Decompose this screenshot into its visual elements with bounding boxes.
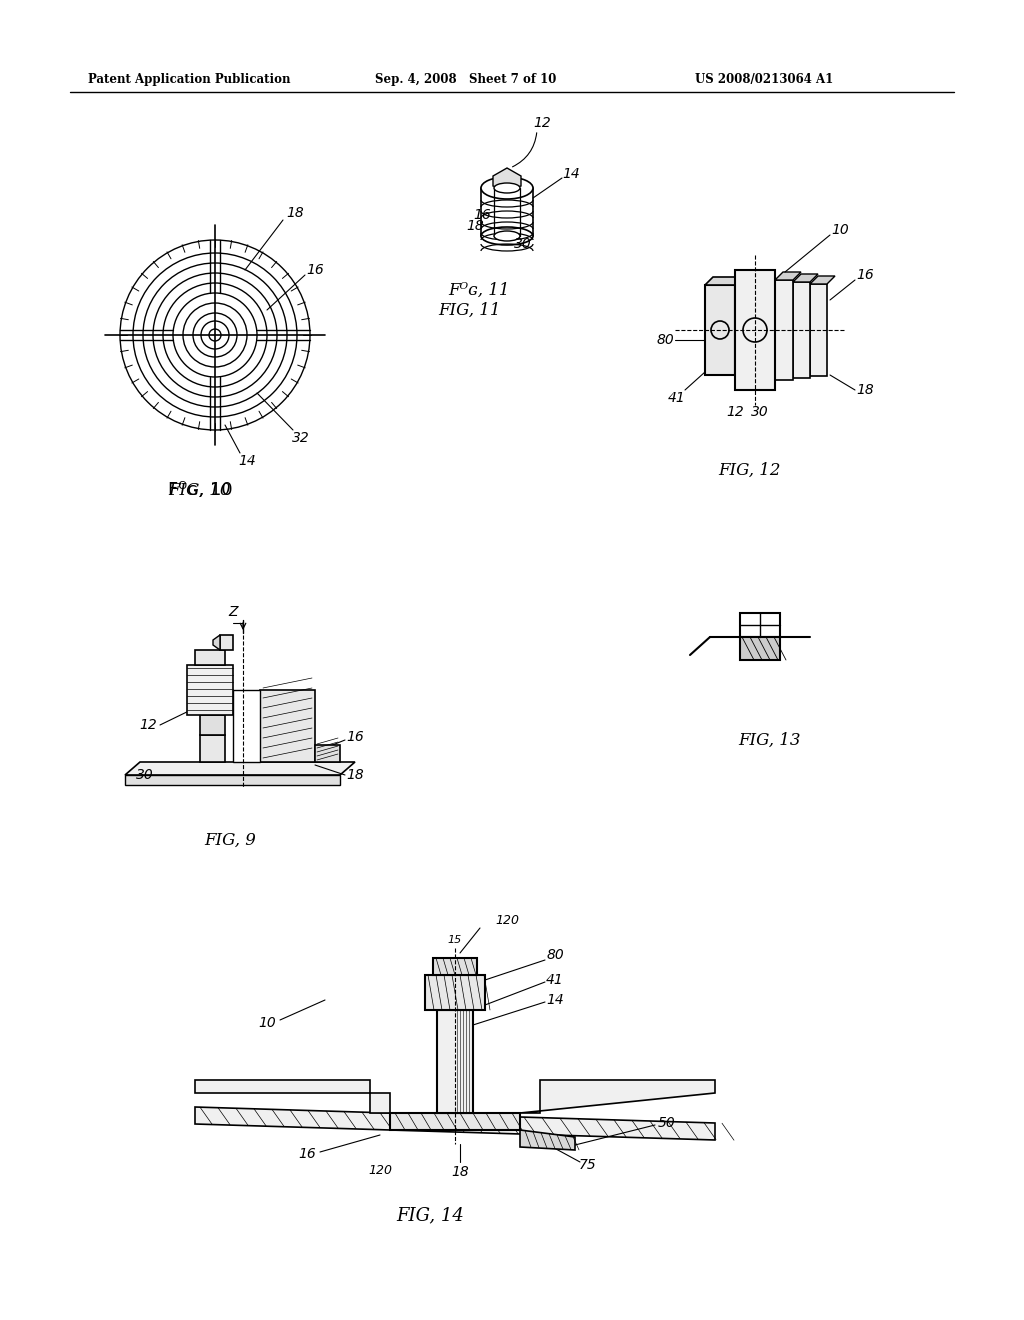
Text: 18: 18 — [856, 383, 873, 397]
Polygon shape — [433, 958, 477, 975]
Ellipse shape — [494, 231, 520, 242]
Text: 14: 14 — [546, 993, 564, 1007]
Text: 30: 30 — [136, 768, 154, 781]
Text: 14: 14 — [239, 454, 256, 469]
Text: 18: 18 — [346, 768, 364, 781]
Text: 15: 15 — [447, 935, 462, 945]
Text: 16: 16 — [856, 268, 873, 282]
Polygon shape — [220, 635, 233, 649]
Text: 30: 30 — [752, 405, 769, 418]
Text: 18: 18 — [452, 1166, 469, 1179]
Text: 18: 18 — [286, 206, 304, 220]
Text: 16: 16 — [346, 730, 364, 744]
Text: 12: 12 — [726, 405, 743, 418]
Polygon shape — [195, 1107, 715, 1140]
Polygon shape — [493, 168, 521, 190]
Text: US 2008/0213064 A1: US 2008/0213064 A1 — [695, 73, 834, 86]
Text: 16: 16 — [306, 263, 324, 277]
Text: Sep. 4, 2008   Sheet 7 of 10: Sep. 4, 2008 Sheet 7 of 10 — [375, 73, 556, 86]
Polygon shape — [775, 272, 801, 280]
Text: 75: 75 — [580, 1158, 597, 1172]
Polygon shape — [195, 1080, 390, 1113]
Polygon shape — [793, 275, 818, 282]
Polygon shape — [315, 744, 340, 762]
Text: 10: 10 — [258, 1016, 275, 1030]
Text: 10: 10 — [831, 223, 849, 238]
Text: Z: Z — [228, 605, 238, 619]
Polygon shape — [125, 762, 355, 775]
Polygon shape — [775, 280, 793, 380]
Text: 18: 18 — [466, 219, 484, 234]
Text: 80: 80 — [546, 948, 564, 962]
Polygon shape — [740, 612, 780, 638]
Polygon shape — [735, 271, 775, 389]
Text: 12: 12 — [139, 718, 157, 733]
Text: FIG, 9: FIG, 9 — [204, 832, 256, 849]
Text: 41: 41 — [668, 391, 686, 405]
Polygon shape — [200, 735, 225, 762]
Text: 80: 80 — [656, 333, 674, 347]
Text: 41: 41 — [546, 973, 564, 987]
Text: 32: 32 — [292, 432, 310, 445]
Text: 12: 12 — [534, 116, 551, 129]
Text: 16: 16 — [473, 209, 490, 222]
Ellipse shape — [494, 183, 520, 193]
Ellipse shape — [481, 177, 534, 199]
Polygon shape — [810, 284, 827, 376]
Polygon shape — [213, 635, 220, 649]
Polygon shape — [520, 1080, 715, 1113]
Polygon shape — [793, 282, 810, 378]
Polygon shape — [520, 1130, 575, 1150]
Polygon shape — [740, 638, 780, 660]
Text: 120: 120 — [368, 1163, 392, 1176]
Polygon shape — [437, 1010, 473, 1113]
Text: FIG, 12: FIG, 12 — [719, 462, 781, 479]
Polygon shape — [810, 276, 835, 284]
Polygon shape — [390, 1113, 520, 1130]
Polygon shape — [705, 285, 735, 375]
Text: 16: 16 — [298, 1147, 315, 1162]
Ellipse shape — [481, 227, 534, 246]
Polygon shape — [125, 775, 340, 785]
Text: FIG, 10: FIG, 10 — [169, 482, 231, 499]
Text: 14: 14 — [562, 168, 580, 181]
Polygon shape — [425, 975, 485, 1010]
Text: 120: 120 — [495, 913, 519, 927]
Text: Fᴼɢ, 11: Fᴼɢ, 11 — [449, 281, 510, 298]
Polygon shape — [195, 649, 225, 665]
Text: Fᴼɢ, 10: Fᴼɢ, 10 — [168, 480, 232, 499]
Text: 50: 50 — [658, 1115, 676, 1130]
Polygon shape — [200, 715, 225, 735]
Text: Patent Application Publication: Patent Application Publication — [88, 73, 291, 86]
Polygon shape — [260, 690, 315, 762]
Polygon shape — [233, 690, 260, 762]
Text: FIG, 14: FIG, 14 — [396, 1206, 464, 1224]
Text: FIG, 13: FIG, 13 — [738, 731, 801, 748]
Text: FIG, 11: FIG, 11 — [438, 301, 502, 318]
Polygon shape — [187, 665, 233, 715]
Text: 30: 30 — [514, 238, 531, 251]
Polygon shape — [705, 277, 743, 285]
